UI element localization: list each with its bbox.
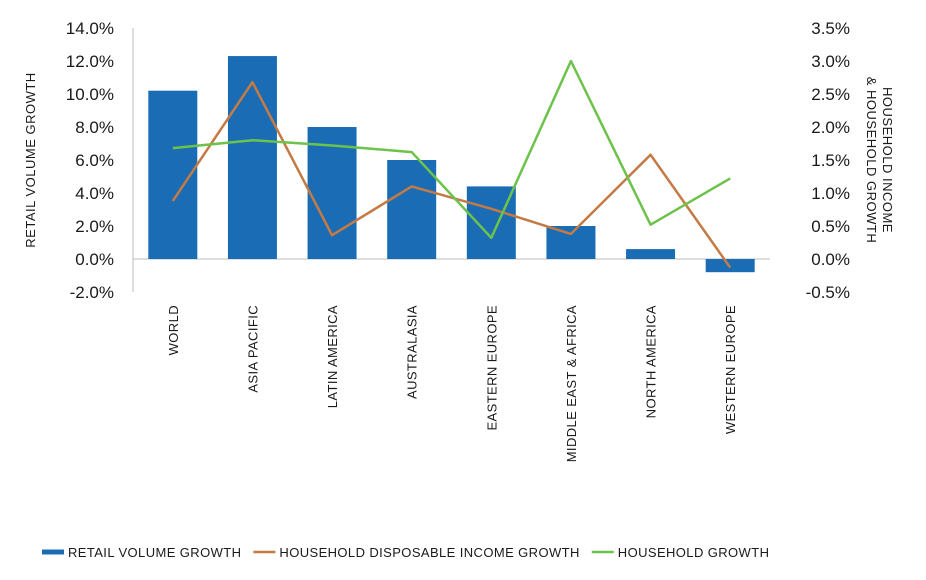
right-axis-title-line1: HOUSEHOLD INCOME [880,87,895,233]
left-tick-label: 12.0% [66,52,114,71]
category-label: ASIA PACIFIC [245,305,260,393]
legend-label-2: HOUSEHOLD DISPOSABLE INCOME GROWTH [279,545,579,560]
legend-label-3: HOUSEHOLD GROWTH [618,545,770,560]
right-tick-label: 3.5% [811,19,850,38]
left-tick-label: 0.0% [75,250,114,269]
right-tick-label: 1.5% [811,151,850,170]
line-series-1 [171,80,732,269]
category-labels: WORLD ASIA PACIFIC LATIN AMERICA AUSTRALASI… [166,305,738,462]
bar-4 [387,160,437,259]
bar-5 [466,186,516,259]
right-axis-title: HOUSEHOLD INCOME & HOUSEHOLD GROWTH [864,77,895,243]
bar-7 [626,249,676,259]
category-label: EASTERN EUROPE [484,305,499,431]
left-tick-label: -2.0% [70,283,114,302]
left-tick-label: 8.0% [75,118,114,137]
right-tick-label: -0.5% [806,283,850,302]
category-label: NORTH AMERICA [644,305,659,418]
right-tick-label: 0.5% [811,217,850,236]
left-axis-title: RETAIL VOLUME GROWTH [23,72,38,247]
right-tick-label: 1.0% [811,184,850,203]
left-axis-ticks: 14.0% 12.0% 10.0% 8.0% 6.0% 4.0% 2.0% 0.0% -2.0% [66,19,114,302]
category-label: WESTERN EUROPE [723,305,738,434]
left-tick-label: 14.0% [66,19,114,38]
left-tick-label: 6.0% [75,151,114,170]
bar-3 [307,127,357,259]
right-tick-label: 2.0% [811,118,850,137]
category-label: AUSTRALASIA [405,305,420,399]
line-series [171,59,732,269]
right-axis-title-line2: & HOUSEHOLD GROWTH [864,77,879,243]
right-axis-ticks: 3.5% 3.0% 2.5% 2.0% 1.5% 1.0% 0.5% 0.0% -0.5% [806,19,850,302]
bar-series-retail-volume [148,56,755,273]
bar-2 [227,56,277,259]
right-tick-label: 3.0% [811,52,850,71]
bar-6 [546,226,596,259]
line-series-2 [172,59,731,240]
right-tick-label: 0.0% [811,250,850,269]
right-tick-label: 2.5% [811,85,850,104]
left-tick-label: 10.0% [66,85,114,104]
legend-label-1: RETAIL VOLUME GROWTH [68,545,241,560]
category-label: MIDDLE EAST & AFRICA [564,305,579,462]
legend: RETAIL VOLUME GROWTH HOUSEHOLD DISPOSABLE… [42,545,769,560]
left-tick-label: 2.0% [75,217,114,236]
left-tick-label: 4.0% [75,184,114,203]
category-label: LATIN AMERICA [325,305,340,408]
category-label: WORLD [166,305,181,355]
